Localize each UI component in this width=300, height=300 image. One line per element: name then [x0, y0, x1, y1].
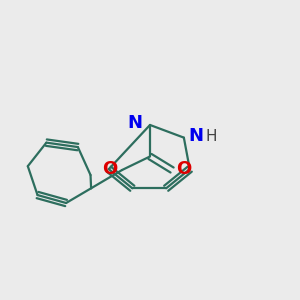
- Text: N: N: [188, 127, 203, 145]
- Text: O: O: [102, 160, 118, 178]
- Text: H: H: [206, 129, 218, 144]
- Text: N: N: [128, 115, 142, 133]
- Text: O: O: [176, 160, 192, 178]
